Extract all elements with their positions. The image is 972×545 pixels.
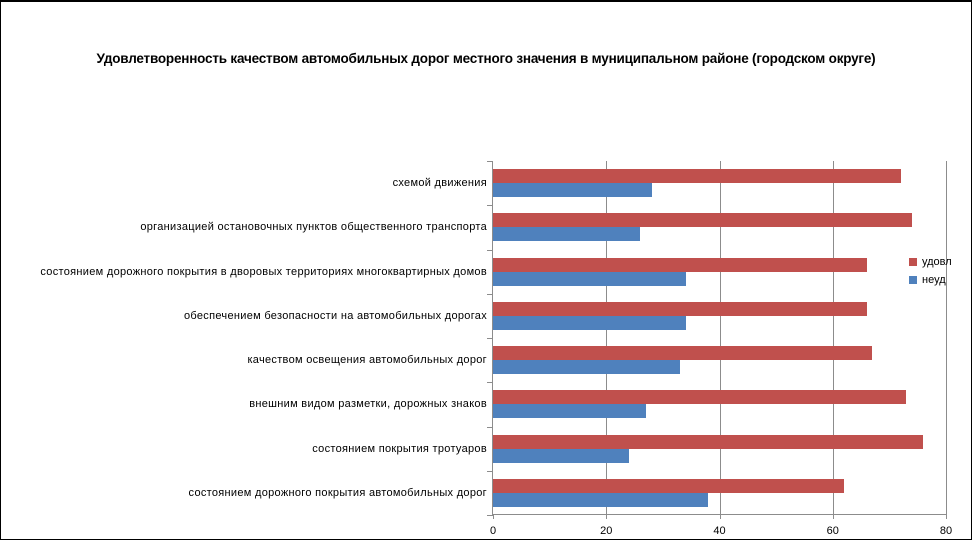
x-axis-tick-40: [719, 514, 721, 519]
x-axis-label-80: 80: [939, 525, 953, 537]
x-axis-tick-0: [493, 514, 494, 519]
legend-label-neud: неуд: [922, 274, 946, 286]
bar-row: организацией остановочных пунктов общест…: [140, 205, 946, 249]
category-label: состоянием покрытия тротуаров: [312, 442, 487, 455]
gridline-x-20: [606, 161, 608, 514]
gridline-x-40: [719, 161, 721, 514]
plot-area: 0 20 40 60 80 схемой движения организацией ост…: [40, 161, 952, 537]
category-axis-tick: [487, 515, 493, 516]
x-axis-label-40: 40: [713, 525, 726, 537]
category-axis-tick: [487, 382, 493, 383]
bar-series-0: [493, 257, 867, 272]
category-label: качеством освещения автомобильных дорог: [247, 354, 487, 367]
bar-row: состоянием дорожного покрытия в дворовых…: [40, 250, 946, 294]
gridline-x-80: [946, 161, 947, 514]
bar-series-1: [493, 360, 680, 375]
legend-item-neud: неуд: [909, 274, 952, 286]
category-label: состоянием дорожного покрытия автомобиль…: [188, 486, 487, 499]
bar-series-0: [493, 213, 913, 228]
bar-series-0: [493, 169, 901, 184]
bar-row: обеспечением безопасности на автомобильн…: [184, 294, 946, 338]
x-axis-label-0: 0: [489, 525, 497, 537]
legend-label-udovl: удовл: [922, 256, 952, 268]
bar-series-1: [493, 271, 686, 286]
legend-swatch-neud: [909, 276, 917, 284]
x-axis-tick-80: [946, 514, 947, 519]
bar-series-0: [493, 390, 907, 405]
category-axis-tick: [487, 161, 493, 162]
category-axis-tick: [487, 338, 493, 339]
category-label: обеспечением безопасности на автомобильн…: [184, 309, 487, 322]
bar-series-0: [493, 301, 867, 316]
bar-series-0: [493, 434, 924, 449]
category-axis-tick: [487, 250, 493, 251]
category-label: внешним видом разметки, дорожных знаков: [249, 398, 487, 411]
category-axis-tick: [487, 471, 493, 472]
bar-series-1: [493, 492, 709, 507]
category-axis-tick: [487, 205, 493, 206]
category-label: организацией остановочных пунктов общест…: [140, 221, 487, 234]
bar-row: состоянием покрытия тротуаров: [312, 427, 946, 471]
legend: удовл неуд: [909, 256, 952, 286]
category-axis-tick: [487, 294, 493, 295]
gridline-x-60: [832, 161, 834, 514]
category-label: состоянием дорожного покрытия в дворовых…: [40, 265, 487, 278]
bar-series-1: [493, 448, 629, 463]
x-axis-tick-20: [606, 514, 608, 519]
bar-row: внешним видом разметки, дорожных знаков: [249, 382, 946, 426]
bar-series-1: [493, 315, 686, 330]
bar-row: состоянием дорожного покрытия автомобиль…: [189, 471, 946, 515]
bar-row: схемой движения: [393, 161, 946, 205]
chart-title: Удовлетворенность качеством автомобильны…: [96, 51, 876, 66]
legend-swatch-udovl: [909, 258, 917, 266]
x-axis-label-20: 20: [600, 525, 613, 537]
bar-row: качеством освещения автомобильных дорог: [247, 338, 946, 382]
bar-series-0: [493, 346, 873, 361]
legend-item-udovl: удовл: [909, 256, 952, 268]
x-axis-tick-60: [832, 514, 834, 519]
x-axis-label-60: 60: [826, 525, 839, 537]
bar-series-1: [493, 227, 641, 242]
category-label: схемой движения: [392, 177, 487, 190]
bar-series-1: [493, 183, 652, 198]
bar-series-1: [493, 404, 646, 419]
bar-series-0: [493, 478, 845, 493]
category-axis-tick: [487, 427, 493, 428]
